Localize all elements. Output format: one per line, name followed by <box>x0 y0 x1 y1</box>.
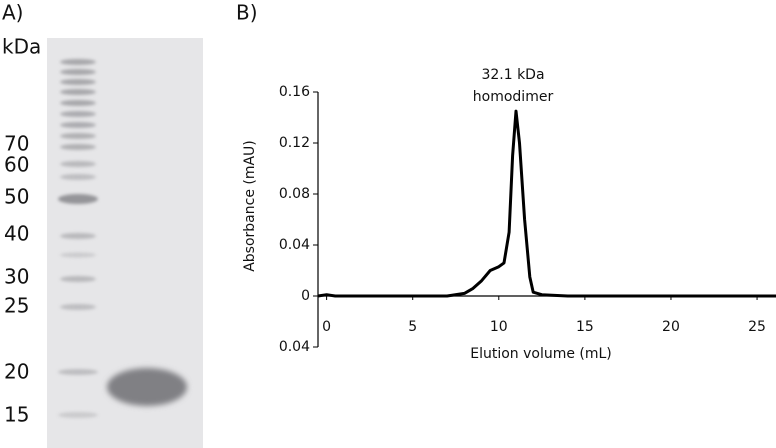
marker-label: 60 <box>4 153 29 177</box>
x-tick-label: 20 <box>662 319 680 335</box>
y-tick-label: 0.08 <box>279 186 310 202</box>
annotation: 32.1 kDa <box>481 67 544 83</box>
annotation: homodimer <box>473 89 554 105</box>
y-tick-label: 0 <box>301 288 310 304</box>
marker-label: 30 <box>4 265 29 289</box>
x-tick-label: 15 <box>576 319 594 335</box>
panel-label: B) <box>236 1 258 25</box>
plot: 0.04 0 0.04 0.08 0.12 0.16 0 5 10 15 20 25 <box>279 84 776 355</box>
marker-label: 25 <box>4 294 29 318</box>
y-tick-label: 0.16 <box>279 84 310 100</box>
x-tick-label: 10 <box>490 319 508 335</box>
marker-label: 20 <box>4 360 29 384</box>
y-tick-label: 0.04 <box>279 339 310 355</box>
sample-band <box>107 368 187 406</box>
line-series <box>317 109 776 298</box>
unit-label: kDa <box>2 35 41 59</box>
x-tick-label: 0 <box>322 319 331 335</box>
marker-label: 40 <box>4 222 29 246</box>
marker-label: 15 <box>4 403 29 427</box>
ladder-bands <box>58 59 98 418</box>
x-tick-label: 25 <box>748 319 766 335</box>
panel-label: A) <box>2 1 23 25</box>
marker-label: 50 <box>4 185 29 209</box>
y-tick-label: 0.04 <box>279 237 310 253</box>
marker-label: 70 <box>4 132 29 156</box>
x-tick-label: 5 <box>408 319 417 335</box>
y-tick-label: 0.12 <box>279 135 310 151</box>
gel-panel: A) kDa <box>2 1 203 448</box>
y-axis-label: Absorbance (mAU) <box>242 140 258 272</box>
x-axis-label: Elution volume (mL) <box>470 346 612 362</box>
